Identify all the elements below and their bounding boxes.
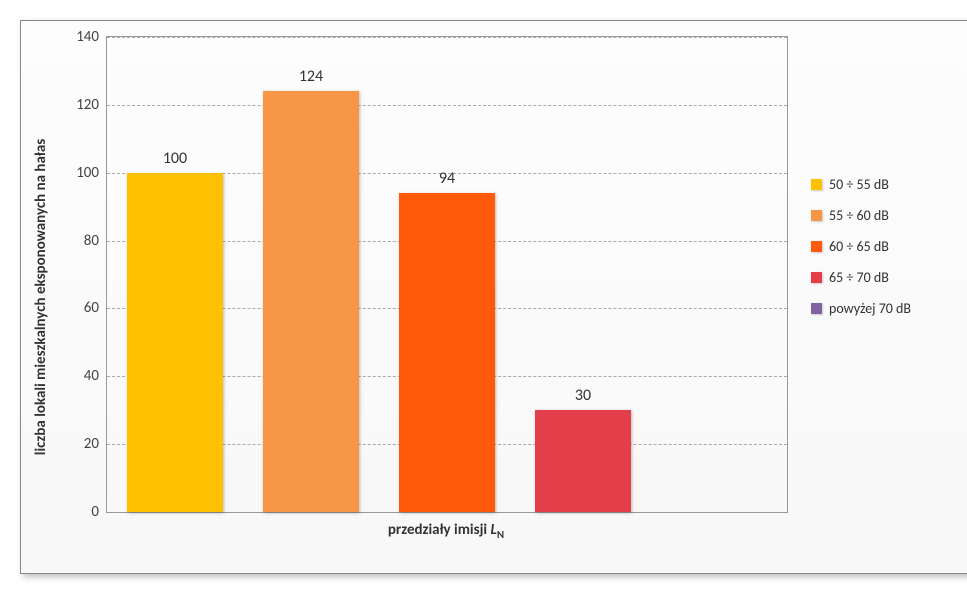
bar: 30 bbox=[535, 410, 630, 512]
y-tick-label: 80 bbox=[84, 232, 99, 250]
y-tick-label: 20 bbox=[84, 435, 99, 453]
bar: 100 bbox=[127, 173, 222, 512]
x-axis-title-text: przedziały imisji bbox=[388, 521, 491, 539]
y-tick-label: 0 bbox=[91, 503, 99, 521]
bar-value-label: 100 bbox=[127, 149, 222, 168]
legend-label: powyżej 70 dB bbox=[829, 300, 911, 317]
bar: 94 bbox=[399, 193, 494, 512]
y-tick-label: 60 bbox=[84, 299, 99, 317]
legend-swatch bbox=[811, 272, 822, 283]
gridline bbox=[107, 37, 787, 38]
legend-item: powyżej 70 dB bbox=[811, 300, 911, 317]
chart-container: liczba lokali mieszkalnych eksponowanych… bbox=[20, 20, 967, 574]
legend-label: 65 ÷ 70 dB bbox=[829, 269, 889, 286]
y-tick-label: 120 bbox=[76, 96, 99, 114]
legend-label: 55 ÷ 60 dB bbox=[829, 207, 889, 224]
y-tick-label: 100 bbox=[76, 164, 99, 182]
y-tick-label: 40 bbox=[84, 367, 99, 385]
x-axis-title: przedziały imisji LN bbox=[106, 521, 786, 541]
plot-area: 0204060801001201401001249430 bbox=[106, 36, 788, 513]
bar-value-label: 124 bbox=[263, 67, 358, 86]
legend-item: 50 ÷ 55 dB bbox=[811, 176, 911, 193]
bar-value-label: 30 bbox=[535, 386, 630, 405]
gridline bbox=[107, 105, 787, 106]
legend-label: 50 ÷ 55 dB bbox=[829, 176, 889, 193]
legend-item: 65 ÷ 70 dB bbox=[811, 269, 911, 286]
bar: 124 bbox=[263, 91, 358, 512]
legend: 50 ÷ 55 dB 55 ÷ 60 dB 60 ÷ 65 dB 65 ÷ 70 dB… bbox=[811, 176, 911, 331]
legend-swatch bbox=[811, 210, 822, 221]
y-tick-label: 140 bbox=[76, 28, 99, 46]
bar-value-label: 94 bbox=[399, 169, 494, 188]
y-axis-title: liczba lokali mieszkalnych eksponowanych… bbox=[32, 139, 50, 455]
x-axis-title-sub: N bbox=[497, 528, 504, 541]
legend-item: 55 ÷ 60 dB bbox=[811, 207, 911, 224]
legend-label: 60 ÷ 65 dB bbox=[829, 238, 889, 255]
legend-swatch bbox=[811, 241, 822, 252]
legend-swatch bbox=[811, 179, 822, 190]
legend-swatch bbox=[811, 303, 822, 314]
legend-item: 60 ÷ 65 dB bbox=[811, 238, 911, 255]
